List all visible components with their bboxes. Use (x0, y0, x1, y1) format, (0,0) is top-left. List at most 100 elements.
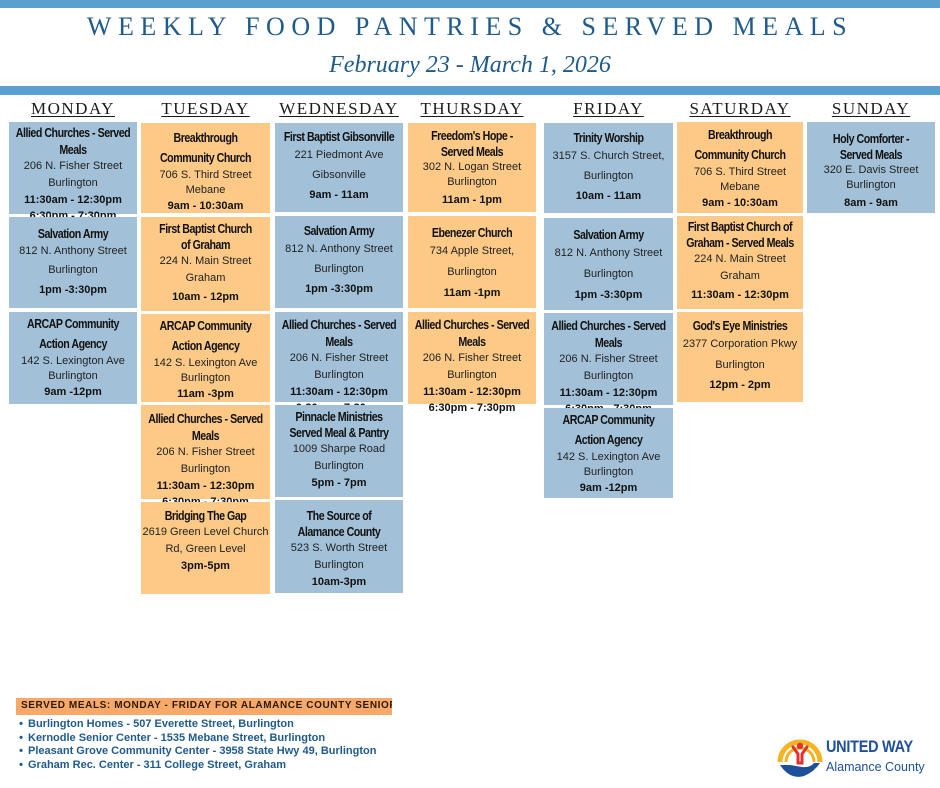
listing-name: First Baptist Gibsonville (283, 129, 395, 144)
location-text: Kernodle Senior Center - 1535 Mebane Str… (28, 731, 326, 744)
listing-address: 1009 Sharpe Road (292, 443, 386, 455)
logo-title: UNITED WAY (826, 737, 913, 756)
listing-city: Burlington (314, 559, 364, 571)
listing-name: Breakthrough Community Church (694, 127, 786, 162)
listing-name: Trinity Worship (573, 130, 644, 145)
served-meals-locations: • Burlington Homes - 507 Everette Street,… (14, 718, 376, 772)
listing-city: Burlington (48, 370, 98, 382)
listing-card: Allied Churches - Served Meals 206 N. Fi… (408, 312, 536, 414)
listing-card: ARCAP Community Action Agency 142 S. Lex… (9, 312, 137, 404)
listing-name: Salvation Army (303, 223, 375, 238)
listing-time: 11:30am - 12:30pm (156, 480, 255, 492)
listing-address: 224 N. Main Street (159, 255, 252, 267)
listing-city: Burlington (314, 263, 364, 275)
listing-address: 224 N. Main Street (694, 253, 786, 265)
listing-card: ARCAP Community Action Agency 142 S. Lex… (141, 314, 270, 402)
location-text: Graham Rec. Center - 311 College Street,… (28, 758, 286, 771)
listing-card: Breakthrough Community Church 706 S. Thi… (677, 122, 803, 213)
listing-time: 11:30am - 12:30pm (691, 289, 789, 301)
listing-city: Burlington (583, 466, 634, 478)
listing-name: Allied Churches - Served Meals (15, 125, 131, 157)
day-header-saturday: SATURDAY (689, 99, 791, 118)
listing-city: Graham (720, 270, 760, 282)
listing-name: God's Eye Ministries (692, 318, 788, 333)
bullet-icon: • (19, 731, 23, 744)
listing-card: Allied Churches - Served Meals 206 N. Fi… (9, 122, 137, 222)
page-title: WEEKLY FOOD PANTRIES & SERVED MEALS (86, 12, 854, 41)
listing-card: Salvation Army 812 N. Anthony Street Bur… (544, 218, 673, 310)
listing-city: Burlington (314, 460, 364, 472)
listing-address: 206 N. Fisher Street (156, 446, 255, 458)
day-header-friday: FRIDAY (573, 99, 644, 118)
listing-card: Ebenezer Church 734 Apple Street, Burlin… (408, 216, 536, 308)
listing-time: 11am -1pm (443, 287, 501, 299)
listing-city: Burlington (583, 370, 634, 382)
listing-city: Burlington (447, 176, 497, 188)
listing-city: Burlington (180, 372, 231, 384)
listing-name: Breakthrough Community Church (159, 130, 252, 165)
listing-time: 6:30pm - 7:30pm (428, 402, 516, 414)
listing-card: Breakthrough Community Church 706 S. Thi… (141, 123, 270, 213)
listing-address: 142 S. Lexington Ave (556, 451, 661, 463)
listing-card: First Baptist Church of Graham 224 N. Ma… (141, 217, 270, 311)
location-text: Burlington Homes - 507 Everette Street, … (28, 718, 294, 730)
united-way-hand-icon (777, 739, 823, 777)
listing-city: Mebane (720, 181, 760, 193)
divider-accent-bar (0, 86, 940, 95)
listing-time: 1pm -3:30pm (39, 284, 107, 296)
listing-time: 11:30am - 12:30pm (24, 194, 122, 206)
listing-time: 9am - 11am (309, 189, 369, 201)
listing-card: Holy Comforter - Served Meals 320 E. Dav… (807, 122, 935, 213)
listing-card: Allied Churches - Served Meals 206 N. Fi… (141, 405, 270, 508)
listing-address: 302 N. Logan Street (422, 161, 522, 173)
listing-city: Rd, Green Level (165, 543, 246, 555)
listing-card: Pinnacle Ministries Served Meal & Pantry… (275, 405, 403, 497)
listing-city: Burlington (583, 268, 634, 280)
listing-city: Burlington (447, 266, 497, 278)
listing-card: Freedom's Hope - Served Meals 302 N. Log… (408, 123, 536, 212)
bullet-icon: • (19, 718, 23, 730)
bullet-icon: • (19, 758, 23, 771)
listing-card: Allied Churches - Served Meals 206 N. Fi… (275, 312, 403, 414)
listing-address: 2377 Corporation Pkwy (682, 338, 798, 350)
listing-address: 206 N. Fisher Street (289, 352, 389, 364)
listing-time: 10am - 12pm (172, 291, 239, 303)
day-header-thursday: THURSDAY (420, 99, 524, 118)
location-item: • Burlington Homes - 507 Everette Street,… (14, 718, 376, 732)
listing-name: First Baptist Church of Graham - Served … (686, 219, 794, 250)
listing-name: ARCAP Community Action Agency (27, 316, 119, 351)
listing-time: 9am - 10:30am (702, 197, 778, 209)
listing-address: 706 S. Third Street (693, 166, 787, 178)
top-accent-bar (0, 0, 940, 8)
listing-time: 11:30am - 12:30pm (423, 386, 521, 398)
served-meals-heading: SERVED MEALS: MONDAY - FRIDAY FOR ALAMAN… (16, 698, 392, 715)
listing-time: 11am - 1pm (442, 194, 502, 206)
listing-address: 221 Piedmont Ave (294, 149, 384, 161)
listing-address: 2619 Green Level Church (142, 526, 269, 538)
location-item: • Pleasant Grove Community Center - 3958 … (14, 745, 376, 759)
listing-city: Graham (185, 272, 226, 284)
listing-address: 206 N. Fisher Street (559, 353, 658, 365)
day-header-tuesday: TUESDAY (161, 99, 250, 118)
listing-address: 706 S. Third Street (159, 169, 252, 181)
listing-time: 9am - 10:30am (167, 200, 244, 212)
listing-card: Salvation Army 812 N. Anthony Street Bur… (9, 217, 137, 308)
listing-city: Burlington (447, 369, 497, 381)
listing-time: 11:30am - 12:30pm (290, 386, 388, 398)
united-way-logo: UNITED WAY Alamance County (776, 732, 936, 782)
listing-time: 5pm - 7pm (311, 477, 367, 489)
listing-address: 523 S. Worth Street (290, 542, 388, 554)
listing-time: 12pm - 2pm (709, 379, 771, 391)
location-item: • Graham Rec. Center - 311 College Street… (14, 759, 376, 773)
listing-name: Salvation Army (37, 226, 109, 241)
listing-card: Bridging The Gap 2619 Green Level Church… (141, 502, 270, 594)
location-item: • Kernodle Senior Center - 1535 Mebane St… (14, 732, 376, 746)
listing-name: Holy Comforter - Served Meals (832, 131, 910, 162)
listing-address: 734 Apple Street, (429, 245, 515, 257)
listing-time: 3pm-5pm (181, 560, 230, 572)
listing-city: Mebane (185, 184, 226, 196)
listing-card: First Baptist Church of Graham - Served … (677, 216, 803, 309)
listing-address: 206 N. Fisher Street (422, 352, 522, 364)
listing-time: 10am - 11am (575, 190, 642, 202)
listing-name: First Baptist Church of Graham (159, 221, 252, 252)
